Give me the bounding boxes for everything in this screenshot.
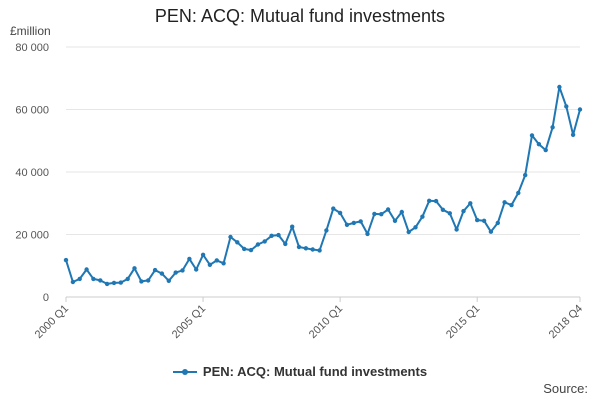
series-line bbox=[65, 86, 581, 285]
data-point bbox=[523, 172, 528, 178]
source-label: Source: bbox=[543, 381, 588, 396]
data-point bbox=[344, 222, 350, 227]
data-point bbox=[221, 261, 226, 266]
data-point bbox=[77, 276, 82, 282]
data-point bbox=[337, 210, 343, 216]
data-point bbox=[310, 247, 315, 252]
data-point bbox=[461, 208, 466, 214]
data-point bbox=[331, 206, 336, 211]
data-point bbox=[139, 279, 144, 284]
x-tick-label: 2000 Q1 bbox=[33, 303, 71, 341]
data-point bbox=[577, 107, 583, 112]
data-point bbox=[550, 125, 555, 130]
data-point bbox=[399, 209, 404, 215]
data-point bbox=[303, 246, 309, 251]
data-point bbox=[104, 281, 110, 287]
data-point bbox=[385, 207, 391, 212]
legend-series-label: PEN: ACQ: Mutual fund investments bbox=[202, 364, 428, 379]
data-point bbox=[570, 132, 576, 137]
y-tick-label: 20 000 bbox=[15, 230, 49, 242]
data-point bbox=[516, 190, 521, 196]
data-point bbox=[392, 218, 398, 223]
data-point bbox=[454, 227, 459, 232]
y-tick-label: 60 000 bbox=[15, 105, 49, 117]
data-point bbox=[406, 229, 411, 235]
data-point bbox=[420, 214, 425, 219]
data-point bbox=[235, 240, 240, 245]
data-point bbox=[481, 218, 487, 223]
data-point bbox=[200, 252, 206, 257]
data-point bbox=[118, 280, 124, 285]
y-axis-unit-label: £million bbox=[10, 24, 51, 38]
data-point bbox=[365, 231, 370, 237]
x-tick-label: 2015 Q1 bbox=[444, 303, 482, 341]
data-point bbox=[413, 225, 418, 230]
data-point bbox=[475, 217, 480, 223]
data-point bbox=[427, 198, 432, 203]
data-point bbox=[502, 200, 507, 205]
data-point bbox=[276, 232, 281, 238]
data-point bbox=[255, 242, 261, 247]
data-point bbox=[262, 239, 267, 244]
data-point bbox=[63, 257, 69, 263]
data-point bbox=[248, 247, 254, 253]
y-tick-label: 80 000 bbox=[15, 42, 49, 54]
data-point bbox=[283, 241, 288, 247]
x-tick-label: 2010 Q1 bbox=[307, 303, 345, 341]
y-tick-label: 40 000 bbox=[15, 167, 49, 179]
data-point bbox=[173, 270, 178, 275]
data-point bbox=[290, 224, 295, 229]
data-point bbox=[132, 266, 137, 271]
data-point bbox=[509, 202, 514, 208]
data-point bbox=[180, 268, 185, 273]
data-point bbox=[91, 276, 96, 282]
data-point bbox=[468, 201, 473, 206]
data-point bbox=[214, 258, 219, 263]
data-point bbox=[543, 147, 548, 153]
data-point bbox=[529, 133, 535, 138]
y-tick-label: 0 bbox=[43, 292, 49, 304]
data-point bbox=[447, 211, 452, 216]
data-point bbox=[488, 229, 494, 234]
data-point bbox=[557, 84, 562, 90]
data-point bbox=[84, 267, 89, 272]
data-point bbox=[146, 278, 151, 283]
data-point bbox=[269, 233, 274, 238]
data-point bbox=[536, 142, 542, 147]
data-point bbox=[317, 248, 322, 253]
x-tick-label: 2005 Q1 bbox=[170, 303, 208, 341]
data-point bbox=[358, 219, 363, 224]
data-point bbox=[111, 280, 117, 286]
data-point bbox=[194, 267, 199, 272]
data-point bbox=[372, 211, 377, 217]
data-point bbox=[564, 104, 569, 109]
data-point bbox=[70, 279, 76, 285]
legend[interactable]: PEN: ACQ: Mutual fund investments bbox=[0, 364, 600, 379]
x-tick-label: 2018 Q4 bbox=[547, 303, 585, 341]
data-point bbox=[166, 278, 171, 283]
data-point bbox=[98, 278, 103, 283]
data-point bbox=[324, 228, 329, 233]
chart-title: PEN: ACQ: Mutual fund investments bbox=[154, 6, 446, 26]
data-point bbox=[228, 234, 233, 240]
data-point bbox=[187, 256, 192, 262]
data-point bbox=[433, 198, 439, 204]
legend-line-marker-icon bbox=[172, 366, 197, 378]
data-point bbox=[159, 271, 165, 276]
data-point bbox=[125, 276, 130, 282]
data-point bbox=[242, 246, 247, 252]
data-point bbox=[207, 262, 213, 267]
data-point bbox=[495, 220, 500, 226]
data-point bbox=[379, 212, 384, 217]
data-point bbox=[296, 244, 302, 250]
data-point bbox=[440, 207, 446, 212]
data-point bbox=[152, 267, 158, 273]
data-point bbox=[351, 220, 356, 226]
